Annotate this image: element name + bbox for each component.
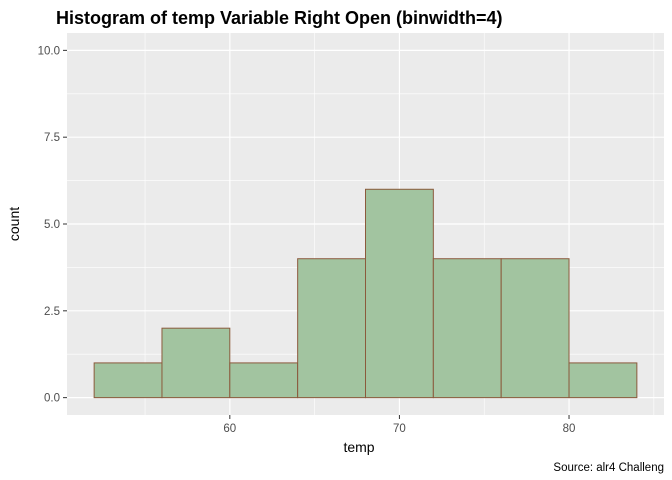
histogram-bar-1 xyxy=(93,362,163,399)
histogram-bar-4 xyxy=(297,258,366,399)
y-tick-label: 2.5 xyxy=(44,306,60,318)
caption: Source: alr4 Challeng xyxy=(553,462,664,474)
histogram-bar-7 xyxy=(500,258,570,399)
x-axis-title: temp xyxy=(343,439,374,455)
y-axis-title: count xyxy=(6,207,22,241)
y-tick-label: 5.0 xyxy=(44,219,60,231)
y-tick-label: 0.0 xyxy=(44,393,60,405)
x-axis: 60 70 80 xyxy=(223,415,575,435)
x-tick-label: 60 xyxy=(223,423,236,435)
histogram-bar-2 xyxy=(161,327,231,399)
histogram-bar-6 xyxy=(432,258,502,399)
histogram-bars xyxy=(93,188,638,399)
y-tick-label: 10.0 xyxy=(38,45,60,57)
y-tick-label: 7.5 xyxy=(44,132,60,144)
x-tick-label: 80 xyxy=(563,423,576,435)
x-tick-label: 70 xyxy=(393,423,406,435)
y-axis: 0.0 2.5 5.0 7.5 10.0 xyxy=(38,45,67,405)
histogram-bar-8 xyxy=(568,362,638,399)
histogram-bar-5 xyxy=(365,188,434,399)
chart-title: Histogram of temp Variable Right Open (b… xyxy=(56,8,503,28)
histogram-bar-3 xyxy=(229,362,299,399)
